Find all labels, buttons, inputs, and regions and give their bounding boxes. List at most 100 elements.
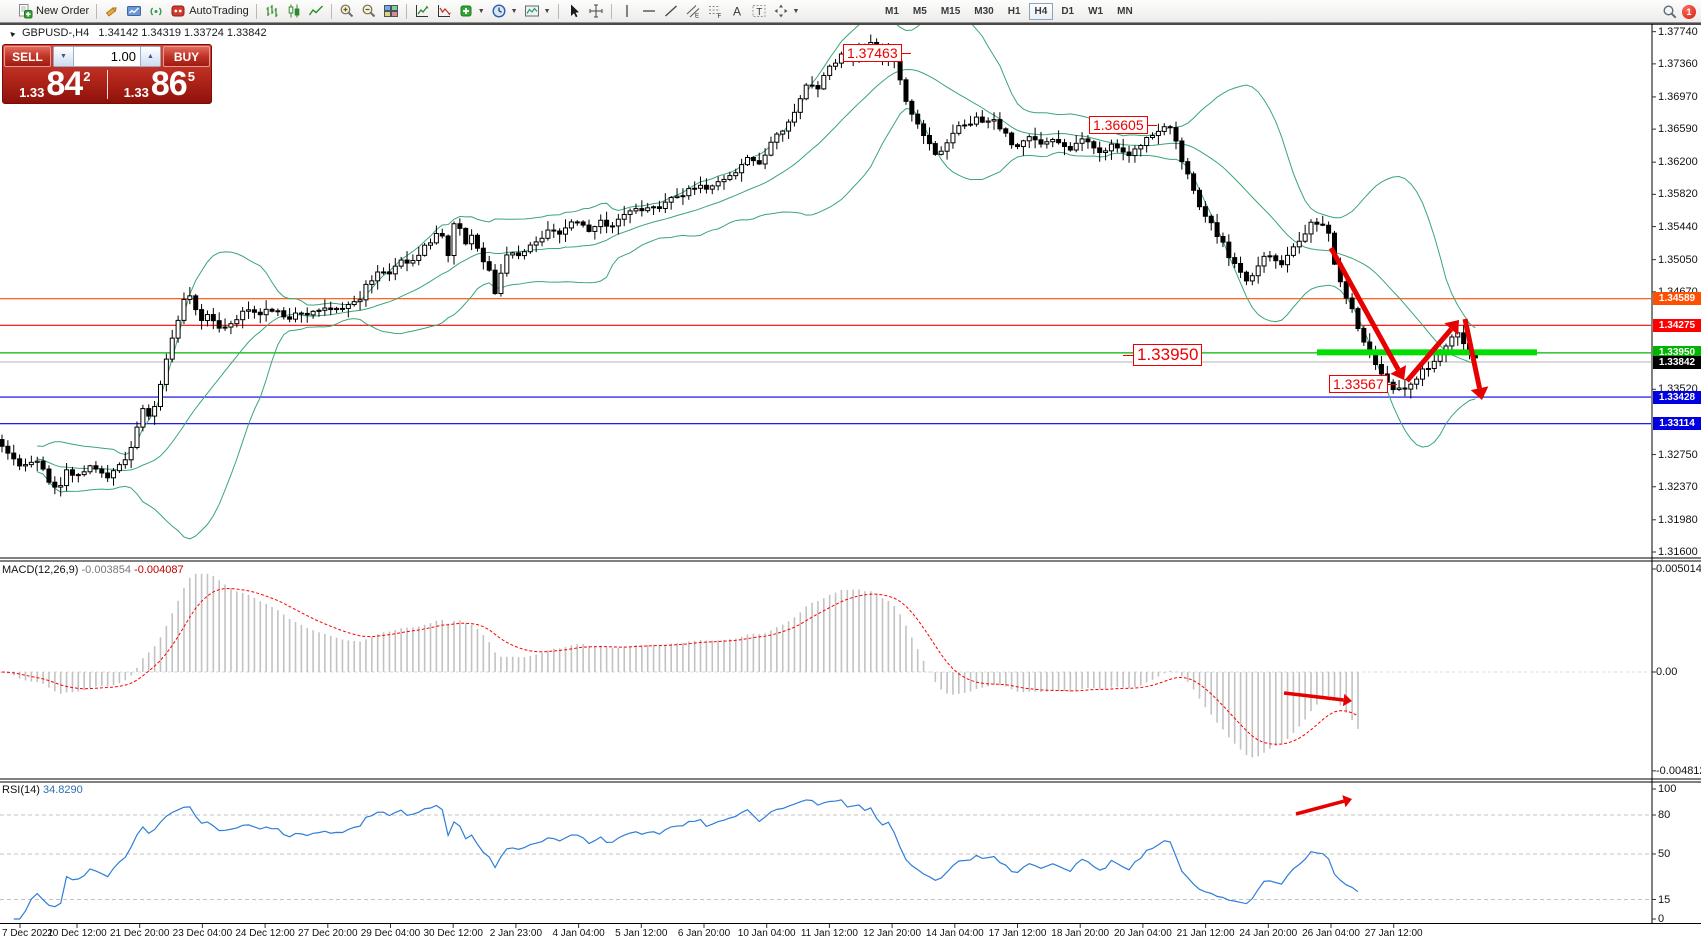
volume-decrease-button[interactable]: ▼ xyxy=(54,47,74,66)
alert-badge[interactable]: 1 xyxy=(1682,4,1696,19)
crosshair-tool[interactable] xyxy=(585,2,607,20)
buy-button[interactable]: BUY xyxy=(163,46,210,67)
current-price-label: 1.33842 xyxy=(1653,355,1701,369)
time-label: 30 Dec 12:00 xyxy=(423,928,483,939)
timeframe-d1[interactable]: D1 xyxy=(1061,6,1075,17)
macd-name: MACD(12,26,9) xyxy=(2,564,79,576)
chevron-down-icon: ▼ xyxy=(543,7,551,15)
price-flag[interactable]: 1.37463 xyxy=(843,44,902,62)
time-label: 12 Jan 20:00 xyxy=(863,928,922,939)
separator xyxy=(610,3,612,19)
template-dropdown[interactable]: ▼ xyxy=(521,2,554,20)
vertical-line-icon xyxy=(619,3,635,19)
sell-price-base: 1.33 xyxy=(19,85,45,100)
rsi-axis-label: 100 xyxy=(1658,783,1677,795)
sell-price[interactable]: 1.33 84 2 xyxy=(3,67,107,102)
add-indicator-icon xyxy=(458,3,474,19)
zoom-out-icon xyxy=(361,3,377,19)
line-chart-button[interactable] xyxy=(305,2,327,20)
flag-connector xyxy=(1148,125,1157,126)
price-tick: 1.32370 xyxy=(1658,480,1698,493)
time-label: 20 Dec 12:00 xyxy=(47,928,107,939)
timeframe-m30[interactable]: M30 xyxy=(974,6,994,17)
time-label: 21 Dec 20:00 xyxy=(109,928,170,939)
svg-text:E: E xyxy=(695,14,699,20)
price-flag[interactable]: 1.33567 xyxy=(1329,375,1388,393)
timeframe-h4[interactable]: H4 xyxy=(1028,3,1054,20)
zoom-in-icon xyxy=(339,3,355,19)
indicator-window-button[interactable] xyxy=(433,2,455,20)
level-price-label: 1.34275 xyxy=(1653,318,1701,332)
text-label-tool[interactable]: T xyxy=(748,2,770,20)
text-tool[interactable]: A xyxy=(726,2,748,20)
timeframe-m15[interactable]: M15 xyxy=(940,6,961,17)
autotrading-button[interactable]: AutoTrading xyxy=(167,2,252,20)
tile-windows-icon xyxy=(383,3,399,19)
buy-price[interactable]: 1.33 86 5 xyxy=(108,67,212,102)
toolbar: New Order AutoTrading ▼ ▼ ▼ xyxy=(0,0,1701,23)
timeframe-h1[interactable]: H1 xyxy=(1007,6,1021,17)
sell-button[interactable]: SELL xyxy=(4,46,51,67)
separator xyxy=(557,3,559,19)
zoom-in-button[interactable] xyxy=(336,2,358,20)
sell-price-pips: 84 xyxy=(46,65,83,104)
time-label: 17 Jan 12:00 xyxy=(988,928,1047,939)
period-dropdown[interactable]: ▼ xyxy=(488,2,521,20)
macd-axis-label: 0.00 xyxy=(1656,666,1678,678)
one-click-trading-panel: SELL ▼ ▲ BUY 1.33 84 2 1.33 86 5 xyxy=(2,44,212,104)
new-order-button[interactable]: New Order xyxy=(14,2,92,20)
macd-main-value: -0.003854 xyxy=(81,564,132,576)
timeframe-m5[interactable]: M5 xyxy=(912,6,927,17)
timeframe-w1[interactable]: W1 xyxy=(1088,6,1104,17)
candle-chart-button[interactable] xyxy=(283,2,305,20)
chevron-down-icon: ▼ xyxy=(477,7,485,15)
volume-input[interactable] xyxy=(74,47,140,66)
arrows-icon xyxy=(773,3,789,19)
chevron-down-icon: ▼ xyxy=(792,7,800,15)
time-label: 10 Jan 04:00 xyxy=(737,928,796,939)
timeframe-mn[interactable]: MN xyxy=(1117,6,1133,17)
indicators-button[interactable] xyxy=(411,2,433,20)
tile-windows-button[interactable] xyxy=(380,2,402,20)
equidistant-channel-tool[interactable]: E xyxy=(682,2,704,20)
level-price-label: 1.34589 xyxy=(1653,292,1701,306)
search-icon[interactable] xyxy=(1662,4,1678,20)
horizontal-line-tool[interactable] xyxy=(638,2,660,20)
trendline-tool[interactable] xyxy=(660,2,682,20)
cursor-icon xyxy=(566,3,582,19)
macd-title: MACD(12,26,9) -0.003854 -0.004087 xyxy=(2,564,184,576)
separator xyxy=(330,3,332,19)
fibonacci-tool[interactable]: F xyxy=(704,2,726,20)
timeframe-m1[interactable]: M1 xyxy=(885,6,899,17)
volume-increase-button[interactable]: ▲ xyxy=(140,47,160,66)
price-flag[interactable]: 1.33950 xyxy=(1133,344,1203,366)
time-label: 27 Dec 20:00 xyxy=(298,928,358,939)
buy-price-base: 1.33 xyxy=(123,85,149,100)
flag-connector xyxy=(1388,384,1397,385)
trendline-icon xyxy=(663,3,679,19)
indicator-window-icon xyxy=(436,3,452,19)
time-label: 20 Jan 04:00 xyxy=(1113,928,1172,939)
bar-chart-button[interactable] xyxy=(261,2,283,20)
rsi-value: 34.8290 xyxy=(42,784,83,796)
buy-price-point: 5 xyxy=(187,69,195,84)
signal-button[interactable] xyxy=(145,2,167,20)
publish-chart-button[interactable] xyxy=(123,2,145,20)
price-flag[interactable]: 1.36605 xyxy=(1089,116,1148,134)
vertical-line-tool[interactable] xyxy=(616,2,638,20)
rsi-axis-label: 50 xyxy=(1658,848,1671,860)
timeframe-group: M1 M5 M15 M30 H1 H4 D1 W1 MN xyxy=(878,0,1140,23)
autotrading-label: AutoTrading xyxy=(189,5,249,17)
crosshair-icon xyxy=(588,3,604,19)
zoom-out-button[interactable] xyxy=(358,2,380,20)
crayon-button[interactable] xyxy=(101,2,123,20)
time-label: 18 Jan 20:00 xyxy=(1051,928,1110,939)
sell-price-point: 2 xyxy=(83,69,91,84)
cursor-tool[interactable] xyxy=(563,2,585,20)
horizontal-line-icon xyxy=(641,3,657,19)
arrows-dropdown[interactable]: ▼ xyxy=(770,2,803,20)
text-icon: A xyxy=(729,3,745,19)
add-indicator-dropdown[interactable]: ▼ xyxy=(455,2,488,20)
